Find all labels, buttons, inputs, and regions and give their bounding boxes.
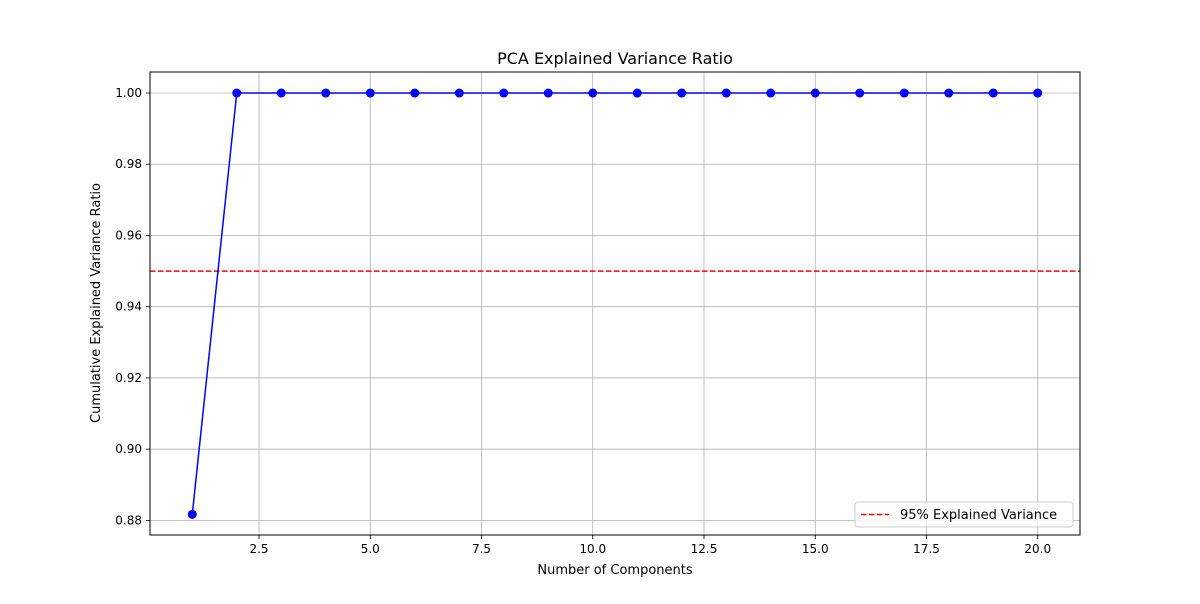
data-point-marker <box>988 88 998 98</box>
x-tick-label: 20.0 <box>1024 542 1051 556</box>
legend-label: 95% Explained Variance <box>900 508 1057 523</box>
x-tick-label: 2.5 <box>249 542 268 556</box>
plot-area-background <box>150 72 1080 535</box>
axis-ticks: 2.5 5.0 7.5 10.0 12.5 15.0 17.5 20.0 0.88 0.90 0.9… <box>115 86 1051 556</box>
x-tick-label: 17.5 <box>913 542 940 556</box>
y-tick-label: 0.90 <box>115 442 142 456</box>
data-point-marker <box>321 88 331 98</box>
data-point-marker <box>944 88 954 98</box>
data-point-marker <box>232 88 242 98</box>
data-point-marker <box>365 88 375 98</box>
data-point-marker <box>677 88 687 98</box>
x-tick-label: 5.0 <box>361 542 380 556</box>
y-tick-label: 0.94 <box>115 300 142 314</box>
y-tick-label: 0.98 <box>115 157 142 171</box>
data-point-marker <box>855 88 865 98</box>
y-tick-label: 1.00 <box>115 86 142 100</box>
data-point-marker <box>766 88 776 98</box>
x-tick-label: 15.0 <box>802 542 829 556</box>
data-point-marker <box>543 88 553 98</box>
chart-title: PCA Explained Variance Ratio <box>497 49 733 68</box>
data-point-marker <box>1033 88 1043 98</box>
data-point-marker <box>810 88 820 98</box>
data-point-marker <box>454 88 464 98</box>
data-point-marker <box>499 88 509 98</box>
x-tick-label: 12.5 <box>691 542 718 556</box>
data-point-marker <box>632 88 642 98</box>
series-line <box>191 92 1038 515</box>
legend-box <box>854 501 1074 528</box>
x-tick-label: 10.0 <box>579 542 606 556</box>
x-tick-label: 7.5 <box>472 542 491 556</box>
data-point-marker <box>410 88 420 98</box>
data-point-marker <box>187 509 197 519</box>
data-point-marker <box>588 88 598 98</box>
y-tick-label: 0.96 <box>115 228 142 242</box>
data-point-marker <box>721 88 731 98</box>
y-tick-label: 0.88 <box>115 513 142 527</box>
data-point-marker <box>899 88 909 98</box>
plot-frame <box>149 71 1081 536</box>
data-point-marker <box>276 88 286 98</box>
legend: 95% Explained Variance <box>854 501 1074 528</box>
y-tick-label: 0.92 <box>115 371 142 385</box>
data-series <box>187 88 1043 519</box>
y-axis-label: Cumulative Explained Variance Ratio <box>89 183 104 423</box>
x-axis-label: Number of Components <box>537 563 692 578</box>
